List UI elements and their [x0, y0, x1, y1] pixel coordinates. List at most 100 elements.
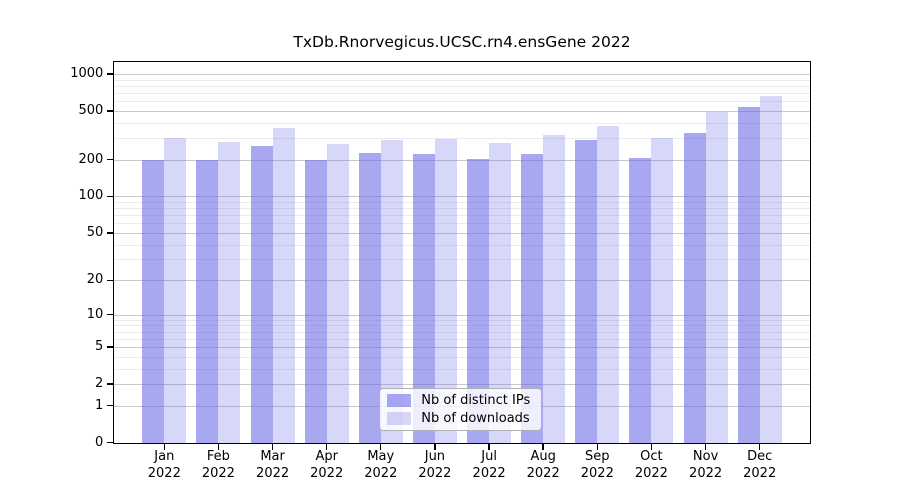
x-tick-label: Nov 2022	[676, 449, 736, 482]
x-tick-month: Nov	[692, 449, 719, 465]
grid-line-minor	[114, 138, 810, 140]
bar-downloads	[380, 139, 403, 443]
x-tick-mark	[217, 443, 220, 450]
bar-downloads	[543, 134, 566, 443]
x-tick-month: Mar	[260, 449, 285, 465]
x-tick-label: Feb 2022	[188, 449, 248, 482]
y-tick-mark	[107, 314, 113, 316]
y-tick-label: 0	[95, 434, 104, 450]
x-tick-month: May	[367, 449, 395, 465]
plot-area: Nb of distinct IPs Nb of downloads 0 1 2 5 10…	[70, 62, 810, 481]
y-tick-label: 1000	[70, 66, 104, 82]
bar-downloads	[705, 112, 728, 443]
x-tick-year: 2022	[580, 465, 614, 481]
y-tick-label: 100	[78, 188, 104, 204]
grid-line-major	[114, 280, 810, 282]
x-tick-mark	[488, 443, 490, 450]
y-tick-mark	[107, 442, 113, 444]
x-tick-label: Sep 2022	[567, 449, 627, 482]
grid-line-major	[114, 232, 810, 234]
grid-line-minor	[114, 325, 810, 327]
grid-line-minor	[114, 86, 810, 88]
legend-swatch-downloads	[387, 412, 412, 426]
x-tick-label: Jul 2022	[459, 449, 519, 482]
x-tick-mark	[325, 443, 328, 450]
x-tick-mark	[380, 443, 382, 450]
x-tick-year: 2022	[472, 465, 506, 481]
y-tick-mark	[107, 405, 113, 407]
grid-line-minor	[114, 331, 810, 333]
x-tick-month: Jan	[154, 449, 175, 465]
bar-downloads	[272, 127, 295, 443]
grid-line-minor	[114, 202, 810, 204]
grid-line-minor	[114, 319, 810, 321]
y-tick-label: 20	[86, 272, 104, 288]
x-tick-label: Mar 2022	[243, 449, 303, 482]
x-tick-mark	[596, 443, 598, 450]
grid-line-major	[114, 74, 810, 76]
bar-distinct-ips	[575, 139, 598, 443]
grid-line-minor	[114, 259, 810, 261]
x-tick-year: 2022	[147, 465, 181, 481]
y-tick-label: 200	[78, 151, 104, 167]
y-tick-mark	[107, 383, 113, 385]
grid-line-major	[114, 159, 810, 161]
x-tick-label: Jun 2022	[405, 449, 465, 482]
x-tick-year: 2022	[743, 465, 777, 481]
bar-distinct-ips	[196, 159, 219, 443]
x-tick-month: Aug	[530, 449, 556, 465]
bar-downloads	[164, 138, 187, 443]
grid-line-minor	[114, 122, 810, 124]
x-tick-year: 2022	[634, 465, 668, 481]
y-tick-label: 2	[95, 376, 104, 392]
x-tick-label: Jan 2022	[134, 449, 194, 482]
x-tick-label: May 2022	[351, 449, 411, 482]
y-tick-mark	[107, 110, 113, 112]
bar-downloads	[434, 138, 457, 443]
x-tick-mark	[759, 443, 761, 450]
x-tick-month: Dec	[747, 449, 773, 465]
chart-title: TxDb.Rnorvegicus.UCSC.rn4.ensGene 2022	[293, 33, 631, 51]
grid-line-minor	[114, 244, 810, 246]
x-tick-mark	[163, 443, 165, 450]
y-tick-mark	[107, 73, 113, 75]
x-tick-year: 2022	[256, 465, 290, 481]
x-tick-month: Sep	[585, 449, 610, 465]
y-tick-label: 5	[95, 339, 104, 355]
x-tick-year: 2022	[310, 465, 344, 481]
grid-line-minor	[114, 356, 810, 358]
y-tick-mark	[107, 232, 113, 234]
bar-downloads	[651, 138, 674, 443]
grid-line-minor	[114, 79, 810, 81]
grid-line-minor	[114, 368, 810, 370]
y-tick-label: 500	[78, 103, 104, 119]
y-tick-label: 1	[95, 397, 104, 413]
grid-line-minor	[114, 208, 810, 210]
bar-downloads	[489, 143, 512, 443]
bar-distinct-ips	[521, 154, 544, 443]
x-tick-year: 2022	[526, 465, 560, 481]
x-tick-month: Oct	[640, 449, 663, 465]
grid-line-major	[114, 196, 810, 198]
plot-border	[113, 61, 811, 444]
y-tick-mark	[107, 195, 113, 198]
legend-item: Nb of distinct IPs	[387, 392, 534, 410]
legend: Nb of distinct IPs Nb of downloads	[379, 388, 543, 432]
bar-downloads	[326, 144, 349, 443]
grid-line-minor	[114, 93, 810, 95]
grid-line-major	[114, 384, 810, 386]
y-tick-label: 50	[86, 224, 104, 240]
grid-line-minor	[114, 223, 810, 225]
x-tick-mark	[650, 443, 653, 450]
bar-distinct-ips	[250, 146, 273, 443]
x-tick-label: Apr 2022	[297, 449, 357, 482]
y-tick-mark	[107, 279, 113, 281]
legend-swatch-distinct-ips	[387, 394, 412, 408]
x-tick-label: Dec 2022	[730, 449, 790, 482]
bar-distinct-ips	[304, 160, 327, 443]
x-tick-year: 2022	[201, 465, 235, 481]
grid-line-major	[114, 314, 810, 316]
x-tick-label: Oct 2022	[621, 449, 681, 482]
x-tick-label: Aug 2022	[513, 449, 573, 482]
